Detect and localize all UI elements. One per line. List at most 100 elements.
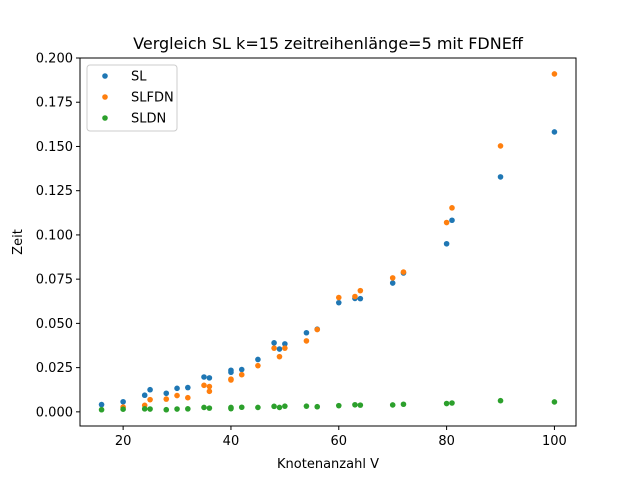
data-point: [314, 403, 321, 410]
plot-frame: [79, 57, 577, 427]
legend-label: SL: [131, 70, 147, 85]
data-point: [185, 406, 191, 412]
x-tick-label: 20: [115, 434, 132, 449]
y-axis-label: Zeit: [11, 229, 26, 255]
data-point: [271, 403, 277, 410]
data-point: [271, 345, 277, 351]
y-tick-label: 0.000: [36, 405, 73, 420]
data-point: [174, 392, 180, 399]
y-tick-label: 0.100: [36, 228, 73, 243]
data-point: [228, 369, 234, 376]
data-point: [206, 405, 213, 411]
data-point: [206, 375, 213, 381]
data-point: [443, 240, 450, 247]
data-point: [551, 129, 558, 135]
data-point: [98, 406, 105, 413]
data-point: [443, 400, 450, 407]
data-point: [185, 384, 191, 391]
legend-frame: [86, 64, 178, 132]
legend: SL SLFDN SLDN: [86, 64, 178, 132]
y-axis: 0.000 0.025 0.050 0.075 0.100 0.125 0.150 0.175…: [36, 52, 80, 420]
data-point: [449, 217, 455, 224]
data-point: [255, 362, 261, 369]
legend-marker: [102, 94, 108, 100]
data-point: [255, 356, 261, 363]
x-tick-label: 60: [331, 434, 348, 449]
data-point: [206, 383, 213, 390]
data-point: [163, 390, 170, 397]
data-point: [303, 338, 310, 344]
data-point: [163, 396, 170, 402]
data-point: [352, 401, 358, 408]
x-axis: 20 40 60 80 100: [115, 426, 567, 449]
data-point: [120, 398, 126, 405]
data-point: [147, 386, 153, 393]
y-tick-label: 0.200: [36, 52, 73, 67]
data-point: [551, 71, 558, 77]
series-sldn: [98, 397, 558, 413]
data-point: [201, 374, 207, 380]
plot-marks: [98, 71, 558, 413]
data-point: [147, 406, 153, 412]
y-tick-label: 0.050: [36, 317, 73, 332]
x-tick-label: 40: [223, 434, 240, 449]
data-point: [228, 376, 234, 382]
data-point: [282, 403, 288, 409]
x-axis-label: Knotenanzahl V: [277, 457, 379, 472]
data-point: [174, 406, 180, 412]
y-tick-label: 0.175: [36, 96, 73, 111]
data-point: [335, 402, 342, 409]
data-point: [201, 404, 207, 411]
legend-marker: [102, 115, 108, 121]
data-point: [174, 385, 180, 392]
data-point: [271, 340, 277, 346]
data-point: [335, 299, 342, 306]
data-point: [352, 293, 358, 300]
data-point: [389, 280, 396, 286]
legend-label: SLDN: [131, 112, 166, 127]
data-point: [276, 353, 283, 360]
data-point: [238, 371, 245, 378]
data-point: [443, 219, 450, 226]
chart-title: Vergleich SL k=15 zeitreihenlänge=5 mit …: [133, 34, 524, 53]
y-tick-label: 0.125: [36, 184, 73, 199]
data-point: [400, 401, 407, 408]
data-point: [303, 329, 310, 336]
data-point: [497, 143, 504, 149]
data-point: [497, 174, 504, 180]
legend-marker: [102, 73, 108, 79]
data-point: [276, 404, 283, 411]
data-point: [282, 345, 288, 351]
x-tick-label: 100: [542, 434, 567, 449]
data-point: [238, 366, 245, 373]
data-point: [185, 394, 191, 401]
data-point: [147, 396, 153, 403]
data-point: [141, 392, 148, 399]
data-point: [314, 326, 321, 333]
y-tick-label: 0.025: [36, 361, 73, 376]
y-tick-label: 0.150: [36, 140, 73, 155]
data-point: [449, 205, 455, 211]
legend-label: SLFDN: [131, 91, 174, 106]
data-point: [551, 399, 558, 405]
data-point: [303, 403, 310, 409]
data-point: [201, 382, 207, 389]
data-point: [357, 295, 364, 302]
data-point: [335, 294, 342, 301]
data-point: [497, 397, 504, 404]
data-point: [389, 402, 396, 408]
data-point: [357, 287, 364, 294]
data-point: [282, 341, 288, 347]
data-point: [98, 401, 105, 408]
data-point: [400, 269, 407, 275]
data-point: [276, 346, 283, 352]
data-point: [163, 406, 170, 413]
data-point: [389, 275, 396, 281]
data-point: [357, 402, 364, 408]
x-tick-label: 80: [438, 434, 455, 449]
data-point: [141, 406, 148, 412]
data-point: [238, 404, 245, 411]
series-slfdn: [120, 71, 558, 410]
data-point: [228, 405, 234, 412]
